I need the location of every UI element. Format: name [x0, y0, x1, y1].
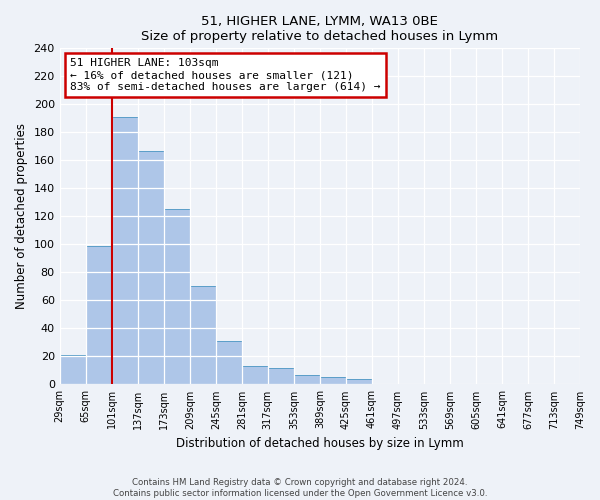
Bar: [138, 150, 164, 384]
Bar: [59, 355, 86, 384]
Bar: [320, 378, 346, 384]
Bar: [216, 341, 242, 384]
Bar: [346, 379, 372, 384]
Text: Contains HM Land Registry data © Crown copyright and database right 2024.
Contai: Contains HM Land Registry data © Crown c…: [113, 478, 487, 498]
Bar: [112, 117, 138, 384]
Bar: [190, 286, 216, 384]
Title: 51, HIGHER LANE, LYMM, WA13 0BE
Size of property relative to detached houses in : 51, HIGHER LANE, LYMM, WA13 0BE Size of …: [141, 15, 499, 43]
Bar: [294, 374, 320, 384]
Y-axis label: Number of detached properties: Number of detached properties: [15, 124, 28, 310]
Bar: [242, 366, 268, 384]
Text: 51 HIGHER LANE: 103sqm
← 16% of detached houses are smaller (121)
83% of semi-de: 51 HIGHER LANE: 103sqm ← 16% of detached…: [70, 58, 380, 92]
Bar: [268, 368, 294, 384]
Bar: [164, 210, 190, 384]
Bar: [86, 246, 112, 384]
X-axis label: Distribution of detached houses by size in Lymm: Distribution of detached houses by size …: [176, 437, 464, 450]
